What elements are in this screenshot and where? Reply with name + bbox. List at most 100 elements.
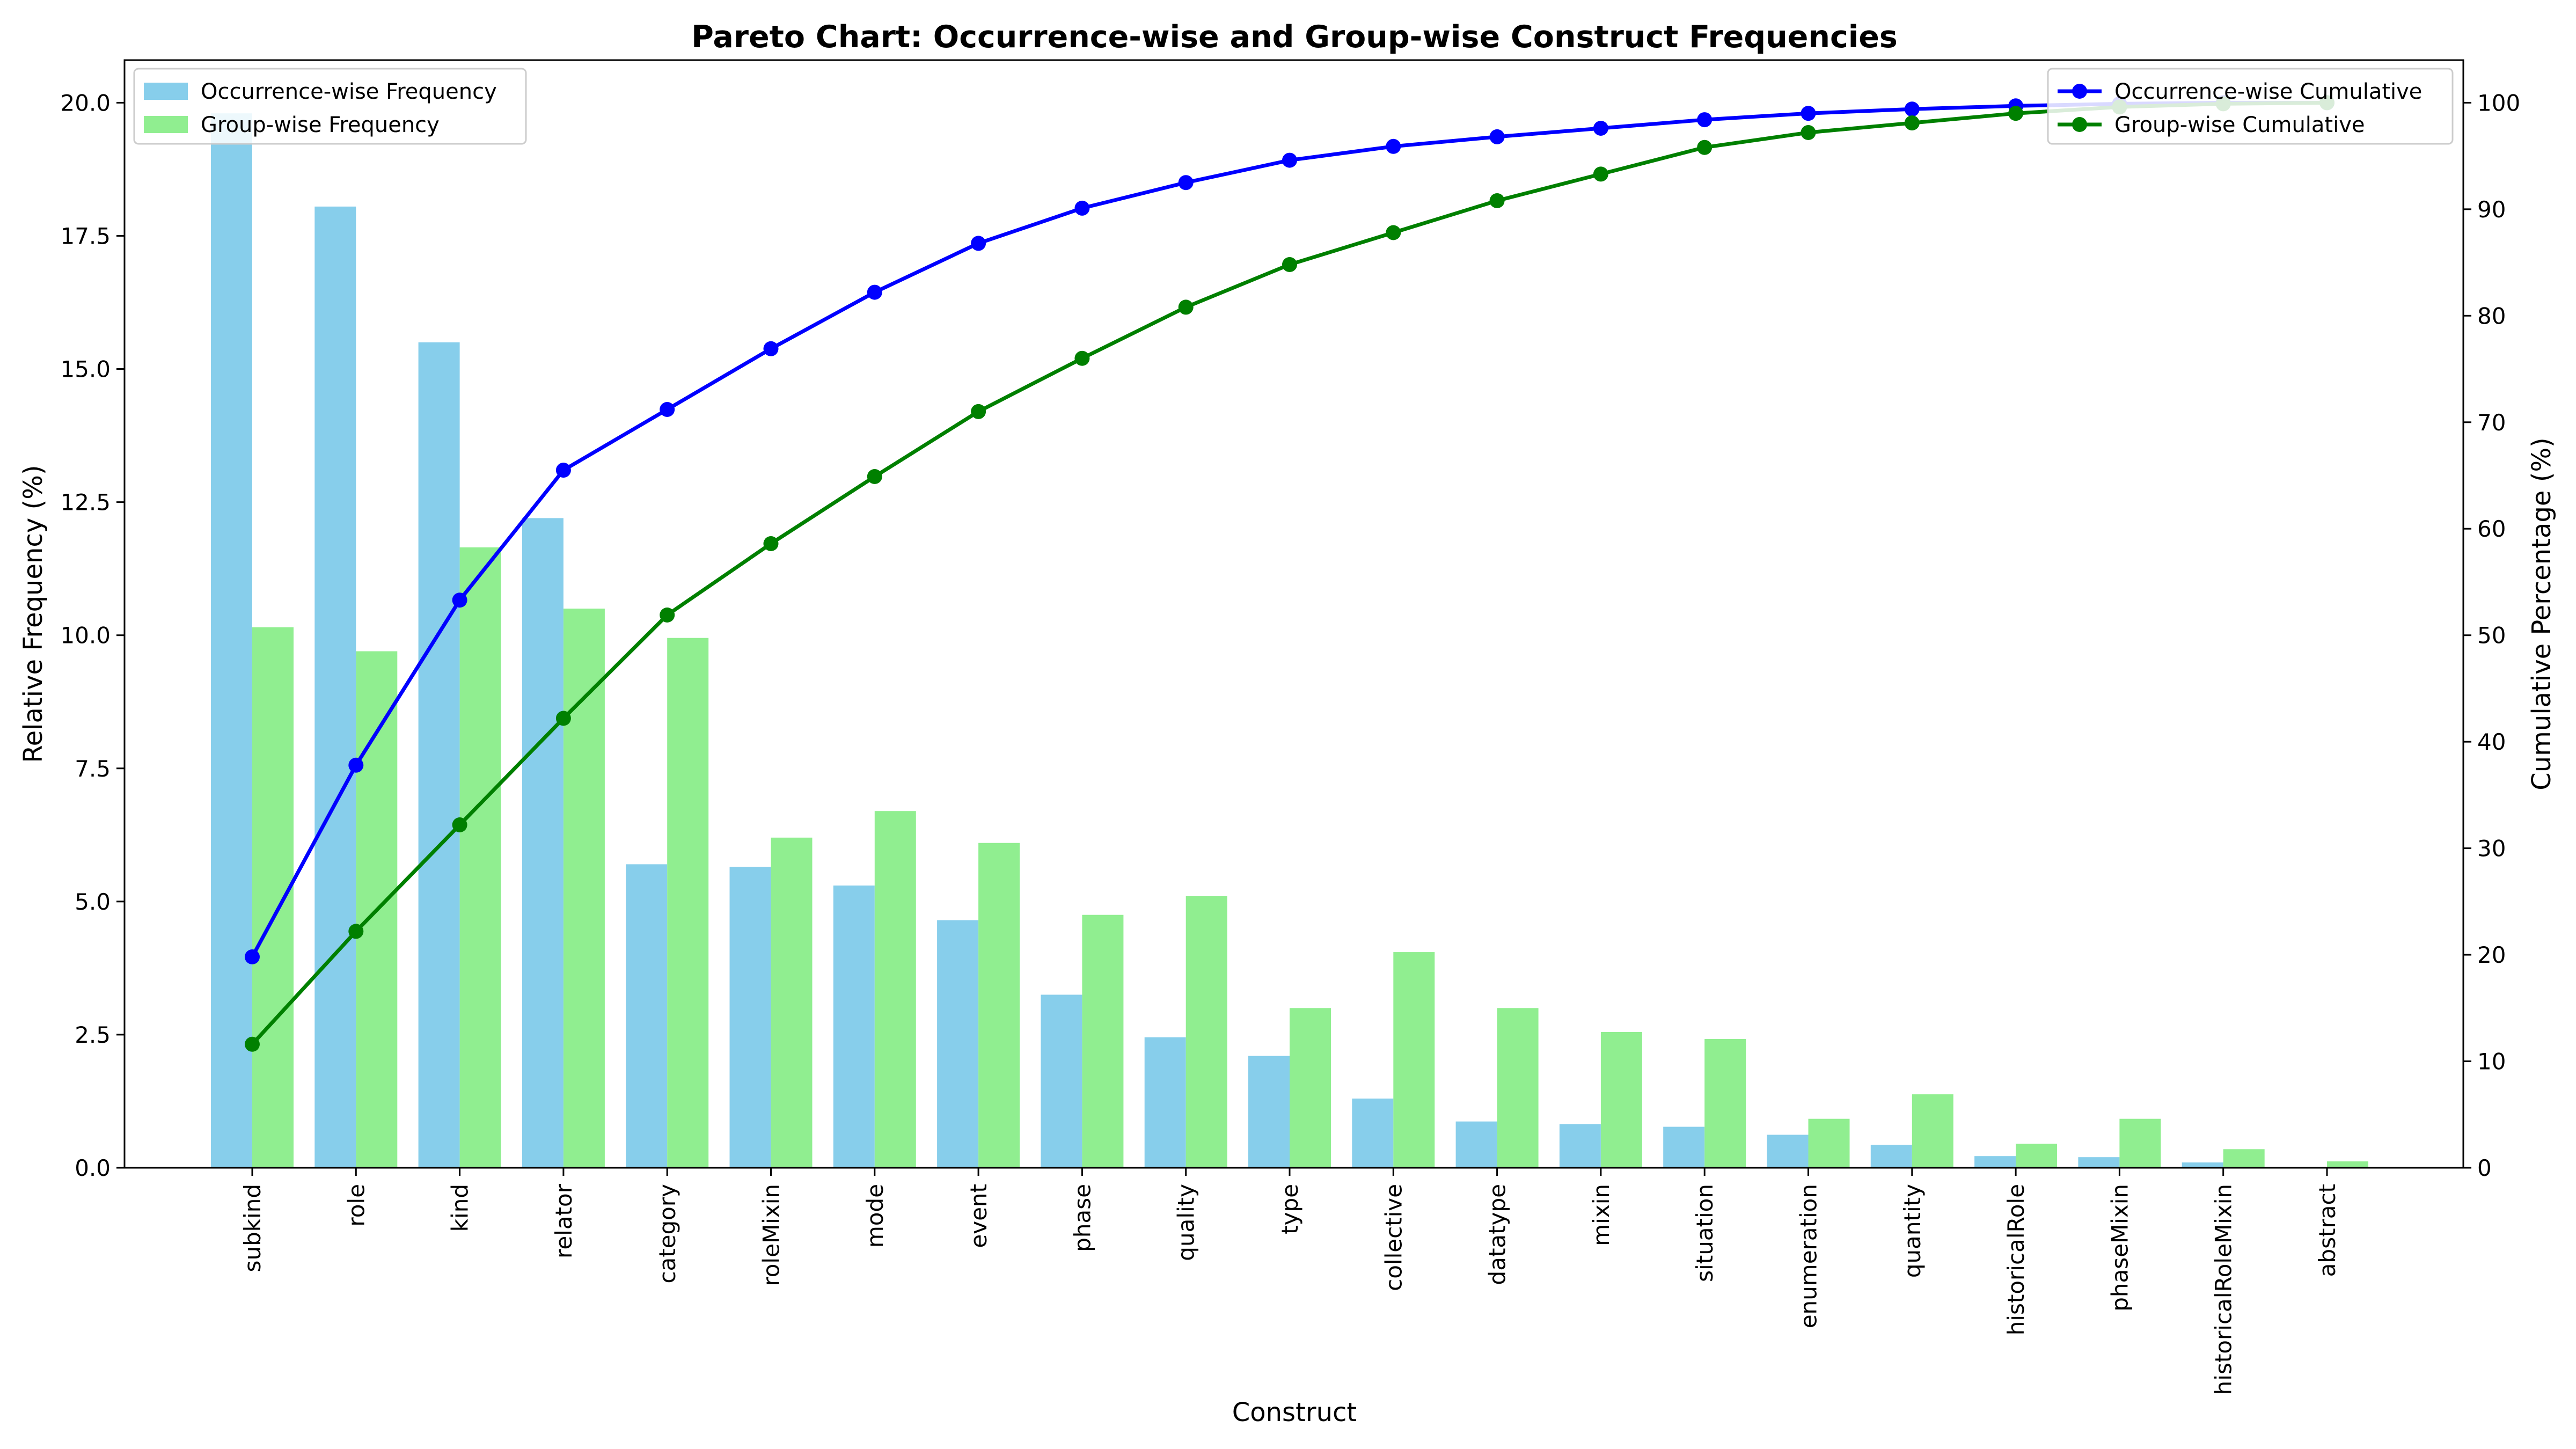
occurrence-cumulative-point-relator <box>555 463 571 478</box>
x-tick-label-mode: mode <box>862 1184 888 1248</box>
group-cumulative-point-type <box>1282 257 1297 272</box>
y2-tick-label: 30 <box>2477 836 2506 862</box>
right-axis-ticks: 0 10 20 30 40 50 60 70 80 90 100 <box>2463 90 2520 1181</box>
group-cumulative-point-phase <box>1074 350 1090 366</box>
group-bar-quality <box>1185 896 1227 1168</box>
group-bar-quantity <box>1912 1094 1953 1168</box>
group-bar-abstract <box>2327 1161 2368 1168</box>
occurrence-bar-quality <box>1144 1037 1186 1168</box>
group-cumulative-point-roleMixin <box>763 536 779 551</box>
chart-title: Pareto Chart: Occurrence-wise and Group-… <box>691 19 1898 55</box>
plot-frame <box>123 59 2464 1169</box>
occurrence-cumulative-point-type <box>1282 152 1297 168</box>
group-cumulative-point-collective <box>1386 225 1401 240</box>
occurrence-cumulative-point-quality <box>1178 175 1194 191</box>
x-tick-label-situation: situation <box>1692 1184 1718 1282</box>
x-tick-label-phaseMixin: phaseMixin <box>2106 1184 2133 1312</box>
occurrence-bar-mixin <box>1559 1124 1601 1168</box>
occurrence-cumulative-point-phase <box>1074 200 1090 216</box>
group-cumulative-point-role <box>348 924 364 939</box>
y2-tick-label: 10 <box>2477 1049 2506 1075</box>
x-tick-label-relator: relator <box>551 1183 577 1258</box>
group-cumulative-point-situation <box>1697 140 1713 155</box>
group-bar-subkind <box>252 627 294 1168</box>
occurrence-bar-subkind <box>211 113 252 1168</box>
y2-tick-label: 100 <box>2477 90 2520 116</box>
y2-tick-label: 80 <box>2477 303 2506 329</box>
y-tick-label: 5.0 <box>75 889 111 915</box>
occurrence-bar-type <box>1248 1056 1290 1168</box>
x-tick-label-quality: quality <box>1173 1184 1199 1261</box>
x-tick-label-kind: kind <box>447 1184 473 1232</box>
occurrence-bar-kind <box>418 342 460 1168</box>
y2-tick-label: 40 <box>2477 729 2506 755</box>
x-tick-label-historicalRoleMixin: historicalRoleMixin <box>2211 1184 2237 1395</box>
bars-layer <box>211 113 2368 1168</box>
x-tick-label-type: type <box>1277 1184 1303 1234</box>
x-tick-label-enumeration: enumeration <box>1796 1184 1822 1328</box>
occurrence-bar-historicalRole <box>1974 1156 2016 1168</box>
occurrence-cumulative-point-mode <box>867 284 882 300</box>
y-tick-label: 15.0 <box>60 356 111 383</box>
occurrence-bar-role <box>314 206 356 1168</box>
occurrence-bar-mode <box>833 885 875 1168</box>
occurrence-bar-category <box>626 864 668 1168</box>
legend-marker <box>2072 117 2087 132</box>
x-tick-label-roleMixin: roleMixin <box>758 1184 785 1286</box>
group-bar-historicalRoleMixin <box>2223 1149 2265 1168</box>
legend-label: Group-wise Cumulative <box>2114 113 2365 137</box>
x-tick-label-quantity: quantity <box>1899 1184 1926 1278</box>
x-tick-label-abstract: abstract <box>2314 1184 2340 1277</box>
x-tick-label-historicalRole: historicalRole <box>2003 1184 2029 1335</box>
x-axis-title: Construct <box>1232 1397 1357 1428</box>
y2-tick-label: 90 <box>2477 196 2506 223</box>
occurrence-cumulative-point-situation <box>1697 112 1713 128</box>
group-bar-datatype <box>1497 1008 1539 1168</box>
legend-lines: Occurrence-wise Cumulative Group-wise Cum… <box>2047 68 2454 145</box>
y2-tick-label: 0 <box>2477 1155 2492 1181</box>
group-cumulative-point-mixin <box>1593 166 1608 182</box>
occurrence-cumulative-point-kind <box>452 592 467 608</box>
group-bar-roleMixin <box>771 837 813 1168</box>
y-tick-label: 20.0 <box>60 90 111 116</box>
occurrence-cumulative-point-collective <box>1386 138 1401 154</box>
lines-layer <box>245 95 2334 1052</box>
x-tick-label-datatype: datatype <box>1484 1184 1511 1285</box>
group-bar-phase <box>1082 914 1124 1168</box>
group-cumulative-point-historicalRole <box>2008 106 2024 121</box>
legend-bars: Occurrence-wise Frequency Group-wise Freq… <box>133 68 527 145</box>
legend-label: Occurrence-wise Cumulative <box>2114 79 2422 104</box>
occurrence-bar-phase <box>1041 994 1082 1168</box>
group-cumulative-point-enumeration <box>1801 125 1816 140</box>
occurrence-cumulative-point-role <box>348 757 364 773</box>
legend-marker <box>2072 84 2087 99</box>
occurrence-bar-event <box>937 920 979 1168</box>
group-bar-mixin <box>1600 1032 1642 1168</box>
group-bar-phaseMixin <box>2119 1118 2161 1168</box>
y-tick-label: 17.5 <box>60 223 111 249</box>
x-tick-label-phase: phase <box>1069 1184 1095 1252</box>
occurrence-bar-historicalRoleMixin <box>2182 1162 2223 1168</box>
occurrence-bar-datatype <box>1455 1121 1497 1168</box>
occurrence-cumulative-point-quantity <box>1904 101 1920 117</box>
group-bar-historicalRole <box>2016 1144 2058 1168</box>
group-bar-enumeration <box>1808 1118 1850 1168</box>
x-tick-label-event: event <box>965 1184 992 1248</box>
x-tick-label-role: role <box>343 1184 369 1227</box>
legend-swatch <box>144 83 188 100</box>
x-axis-ticks: subkind role kind relator category roleMixin m… <box>239 1168 2340 1395</box>
x-tick-label-mixin: mixin <box>1588 1184 1614 1246</box>
x-tick-label-category: category <box>654 1184 680 1284</box>
y2-tick-label: 60 <box>2477 516 2506 542</box>
y-tick-label: 2.5 <box>75 1022 111 1048</box>
legend-box <box>2047 68 2454 145</box>
legend-label: Occurrence-wise Frequency <box>201 79 497 104</box>
group-bar-relator <box>563 609 605 1168</box>
left-axis-ticks: 0.0 2.5 5.0 7.5 10.0 12.5 15.0 17.5 20.0 <box>60 90 125 1181</box>
group-cumulative-point-relator <box>555 711 571 726</box>
group-cumulative-point-subkind <box>245 1036 260 1052</box>
occurrence-cumulative-point-category <box>660 402 675 417</box>
group-bar-category <box>667 638 709 1168</box>
occurrence-bar-roleMixin <box>729 867 771 1168</box>
group-cumulative-point-event <box>971 404 986 419</box>
